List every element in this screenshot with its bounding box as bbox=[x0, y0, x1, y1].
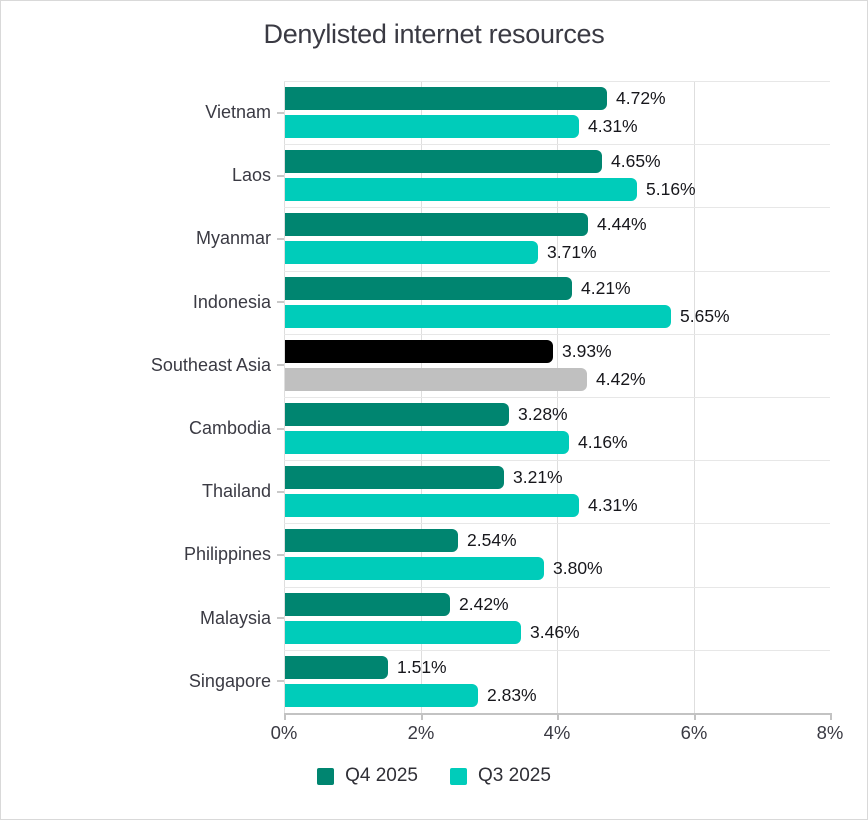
x-axis-label: 4% bbox=[543, 722, 571, 743]
bar-value-label: 3.71% bbox=[547, 242, 597, 262]
x-axis-label: 2% bbox=[407, 722, 435, 743]
bar-singapore-q4-2025 bbox=[285, 656, 388, 679]
x-axis-tick bbox=[284, 713, 286, 720]
category-label: Southeast Asia bbox=[150, 354, 271, 375]
bar-cambodia-q4-2025 bbox=[285, 403, 509, 426]
bar-value-label: 4.65% bbox=[611, 151, 661, 171]
y-axis-tick bbox=[277, 301, 284, 303]
bar-value-label: 4.72% bbox=[616, 88, 666, 108]
row-separator-line bbox=[284, 523, 830, 524]
legend-swatch-icon bbox=[317, 767, 335, 785]
row-separator-line bbox=[284, 334, 830, 335]
row-separator-line bbox=[284, 650, 830, 651]
bar-malaysia-q4-2025 bbox=[285, 593, 450, 616]
bar-value-label: 2.54% bbox=[467, 530, 517, 550]
bar-value-label: 3.93% bbox=[562, 341, 612, 361]
bar-myanmar-q3-2025 bbox=[285, 241, 538, 264]
category-label: Cambodia bbox=[188, 418, 271, 439]
y-axis-tick bbox=[277, 364, 284, 366]
legend-item-q3-2025: Q3 2025 bbox=[450, 765, 551, 787]
category-label: Indonesia bbox=[192, 291, 271, 312]
x-axis-label: 0% bbox=[270, 722, 298, 743]
row-separator-line bbox=[284, 81, 830, 82]
y-axis-tick bbox=[277, 428, 284, 430]
legend-label: Q3 2025 bbox=[478, 765, 551, 786]
bar-value-label: 4.16% bbox=[578, 432, 628, 452]
row-separator-line bbox=[284, 397, 830, 398]
bar-value-label: 2.83% bbox=[487, 685, 537, 705]
category-label: Thailand bbox=[201, 481, 271, 502]
x-axis-tick bbox=[694, 713, 696, 720]
y-axis-tick bbox=[277, 112, 284, 114]
bar-myanmar-q4-2025 bbox=[285, 213, 588, 236]
category-label: Myanmar bbox=[195, 228, 271, 249]
bar-laos-q4-2025 bbox=[285, 150, 602, 173]
bar-vietnam-q4-2025 bbox=[285, 87, 607, 110]
bar-value-label: 4.31% bbox=[588, 495, 638, 515]
row-separator-line bbox=[284, 144, 830, 145]
plot-area: 4.72% 4.31% 4.65% 5.16% 4.44% 3.71% 4.21% 5.65%… bbox=[284, 81, 830, 713]
bar-value-label: 5.65% bbox=[680, 306, 730, 326]
x-axis-label: 6% bbox=[680, 722, 708, 743]
bar-value-label: 4.44% bbox=[597, 214, 647, 234]
row-separator-line bbox=[284, 271, 830, 272]
bar-value-label: 3.21% bbox=[513, 467, 563, 487]
bar-philippines-q4-2025 bbox=[285, 529, 458, 552]
x-axis-tick bbox=[830, 713, 832, 720]
x-axis-tick bbox=[421, 713, 423, 720]
y-axis-tick bbox=[277, 554, 284, 556]
category-label: Laos bbox=[231, 165, 271, 186]
bar-value-label: 4.21% bbox=[581, 278, 631, 298]
legend: Q4 2025 Q3 2025 bbox=[1, 765, 867, 787]
row-separator-line bbox=[284, 587, 830, 588]
category-label: Singapore bbox=[188, 670, 271, 691]
bar-philippines-q3-2025 bbox=[285, 557, 544, 580]
bar-value-label: 3.46% bbox=[530, 622, 580, 642]
y-axis-tick bbox=[277, 238, 284, 240]
category-label: Vietnam bbox=[205, 102, 271, 123]
bar-value-label: 3.80% bbox=[553, 558, 603, 578]
row-separator-line bbox=[284, 207, 830, 208]
x-axis-tick bbox=[557, 713, 559, 720]
bar-southeast-asia-q3-2025 bbox=[285, 368, 587, 391]
y-axis-tick bbox=[277, 617, 284, 619]
category-label: Malaysia bbox=[199, 607, 271, 628]
bar-cambodia-q3-2025 bbox=[285, 431, 569, 454]
x-axis-label: 8% bbox=[816, 722, 844, 743]
bar-value-label: 4.31% bbox=[588, 116, 638, 136]
category-label: Philippines bbox=[183, 544, 271, 565]
bar-value-label: 3.28% bbox=[518, 404, 568, 424]
y-axis-tick bbox=[277, 680, 284, 682]
bar-singapore-q3-2025 bbox=[285, 684, 478, 707]
bar-vietnam-q3-2025 bbox=[285, 115, 579, 138]
bar-indonesia-q3-2025 bbox=[285, 305, 671, 328]
legend-label: Q4 2025 bbox=[345, 765, 418, 786]
bar-thailand-q4-2025 bbox=[285, 466, 504, 489]
bar-value-label: 1.51% bbox=[397, 657, 447, 677]
bar-value-label: 5.16% bbox=[646, 179, 696, 199]
y-axis-tick bbox=[277, 175, 284, 177]
legend-swatch-icon bbox=[450, 767, 467, 785]
y-axis-tick bbox=[277, 491, 284, 493]
bar-indonesia-q4-2025 bbox=[285, 277, 572, 300]
legend-item-q4-2025: Q4 2025 bbox=[317, 765, 418, 787]
bar-value-label: 4.42% bbox=[596, 369, 646, 389]
chart-title: Denylisted internet resources bbox=[263, 19, 605, 49]
bar-value-label: 2.42% bbox=[459, 594, 509, 614]
bar-malaysia-q3-2025 bbox=[285, 621, 521, 644]
row-separator-line bbox=[284, 460, 830, 461]
bar-thailand-q3-2025 bbox=[285, 494, 579, 517]
bar-laos-q3-2025 bbox=[285, 178, 637, 201]
bar-southeast-asia-q4-2025 bbox=[285, 340, 553, 363]
